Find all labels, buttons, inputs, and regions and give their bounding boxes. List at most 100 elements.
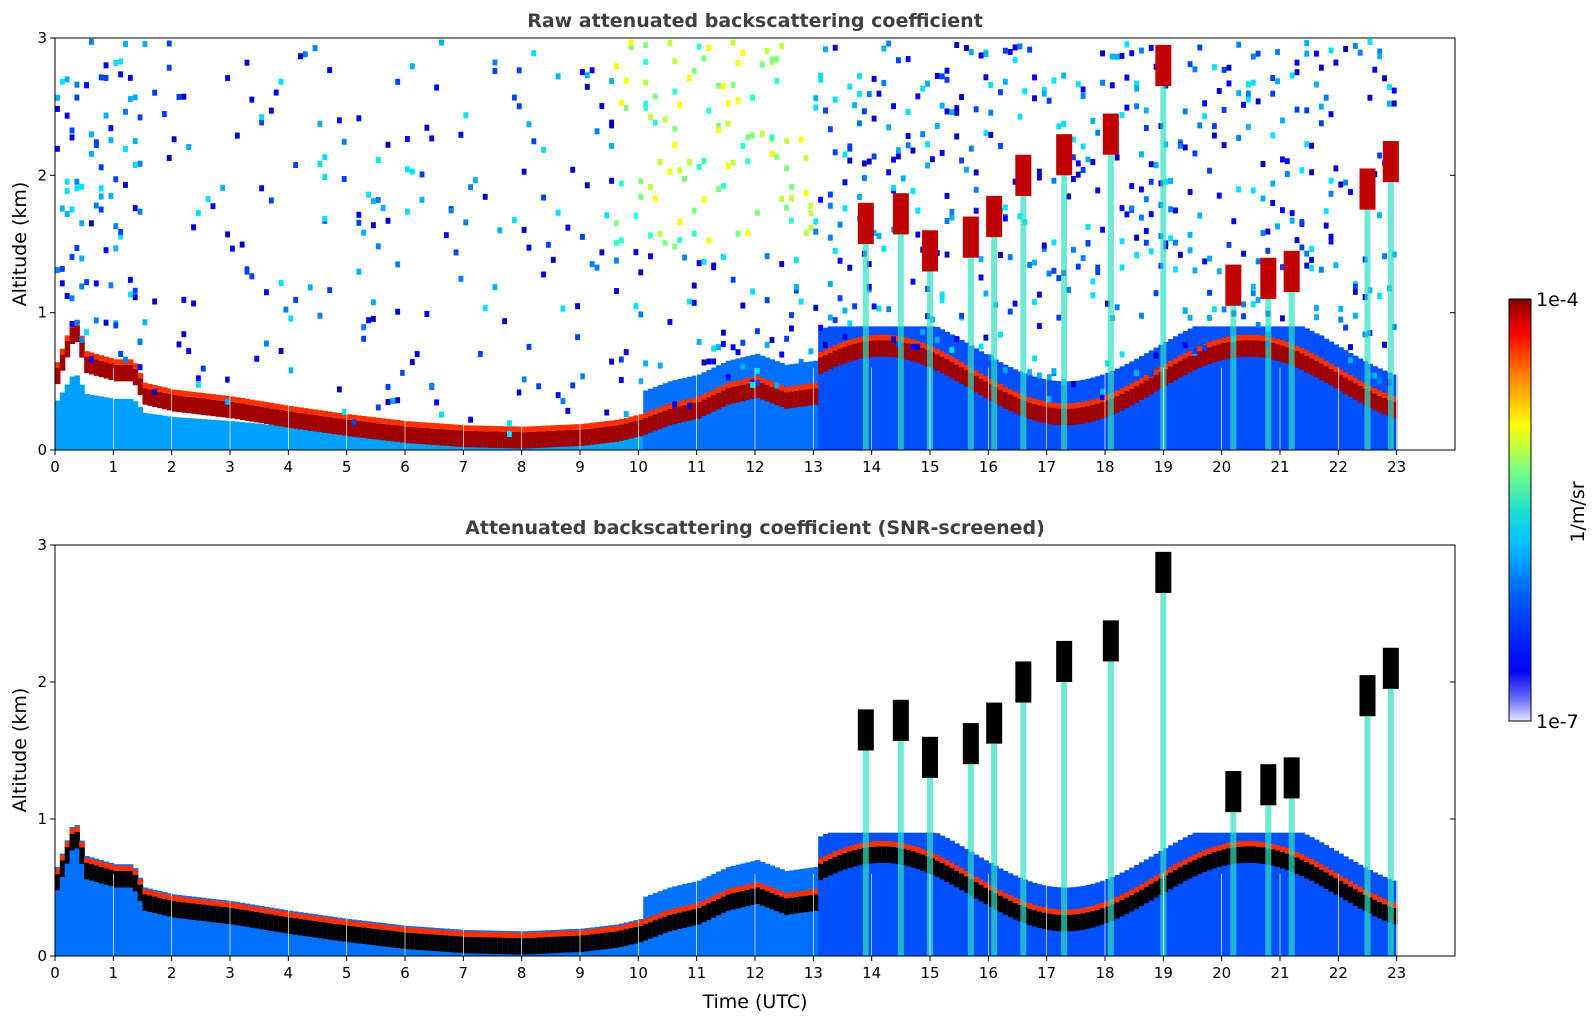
noise-pixel <box>366 191 371 198</box>
precip-streak <box>862 750 869 956</box>
aerosol-layer-edge <box>1260 335 1267 342</box>
noise-pixel <box>633 303 639 310</box>
noise-pixel <box>944 217 950 224</box>
bl-column <box>1294 326 1301 450</box>
noise-pixel <box>978 52 984 59</box>
aerosol-layer-edge <box>628 922 635 929</box>
noise-pixel <box>103 74 109 81</box>
noise-pixel <box>370 222 376 229</box>
aerosol-layer <box>123 871 129 888</box>
bl-column <box>273 908 280 956</box>
noise-pixel <box>842 205 848 212</box>
aerosol-layer <box>891 340 897 358</box>
aerosol-layer <box>395 425 401 442</box>
noise-pixel <box>477 350 483 357</box>
aerosol-layer <box>463 936 469 954</box>
noise-pixel <box>1002 78 1008 85</box>
aerosol-layer <box>1173 869 1179 887</box>
noise-pixel <box>1153 162 1159 169</box>
bl-column <box>64 840 71 956</box>
cloud-patch <box>986 702 1003 744</box>
bl-column <box>336 431 343 450</box>
bl-column <box>69 376 76 450</box>
x-tick-label: 18 <box>1095 964 1114 982</box>
aerosol-layer <box>351 420 357 437</box>
aerosol-layer-edge <box>944 353 951 360</box>
noise-pixel <box>560 305 566 312</box>
noise-pixel <box>1338 316 1344 323</box>
aerosol-layer-edge <box>1255 335 1262 341</box>
noise-pixel <box>152 89 158 96</box>
aerosol-layer <box>1192 353 1198 371</box>
colorbar-gradient <box>1508 298 1532 722</box>
noise-pixel <box>648 253 653 260</box>
noise-pixel <box>1153 352 1159 359</box>
noise-pixel <box>356 219 362 226</box>
noise-pixel <box>789 217 794 224</box>
bl-column <box>171 417 178 450</box>
noise-pixel <box>614 220 619 227</box>
precip-streak <box>897 234 904 450</box>
noise-pixel <box>390 397 396 404</box>
aerosol-layer <box>614 931 620 948</box>
aerosol-layer <box>881 340 887 357</box>
noise-pixel <box>1148 178 1154 185</box>
noise-pixel <box>1270 180 1276 187</box>
aerosol-layer <box>633 420 639 438</box>
bl-column <box>127 864 134 956</box>
aerosol-layer <box>764 891 771 908</box>
x-tick-label: 12 <box>745 458 764 476</box>
bl-column <box>847 326 853 450</box>
aerosol-layer-edge <box>526 426 532 432</box>
aerosol-layer-edge <box>852 844 858 851</box>
noise-pixel <box>79 336 85 343</box>
noise-pixel <box>1129 205 1135 212</box>
bl-column <box>1216 326 1223 450</box>
aerosol-layer-edge <box>682 399 688 406</box>
noise-pixel <box>891 103 896 110</box>
noise-pixel <box>278 280 284 287</box>
aerosol-layer <box>1143 886 1150 904</box>
aerosol-layer <box>225 907 231 924</box>
noise-pixel <box>915 343 921 350</box>
aerosol-layer-edge <box>944 860 951 866</box>
noise-pixel <box>720 329 726 336</box>
aerosol-layer-edge <box>735 380 742 386</box>
noise-pixel <box>701 359 707 366</box>
aerosol-layer <box>341 419 348 436</box>
noise-pixel <box>609 119 615 126</box>
aerosol-layer-edge <box>881 334 887 341</box>
noise-pixel <box>745 158 751 165</box>
noise-pixel <box>1372 372 1378 379</box>
aerosol-layer-edge <box>764 379 771 385</box>
bl-column <box>939 329 946 450</box>
aerosol-layer <box>1216 344 1223 361</box>
precip-streak <box>1230 812 1237 956</box>
noise-pixel <box>1245 90 1251 97</box>
noise-pixel <box>414 351 420 358</box>
aerosol-layer <box>1139 889 1145 907</box>
aerosol-layer-edge <box>706 391 712 398</box>
cloud-patch <box>1260 764 1277 806</box>
aerosol-layer-edge <box>424 928 430 935</box>
noise-pixel <box>691 230 697 237</box>
bl-column <box>166 416 173 450</box>
noise-pixel <box>1241 301 1246 308</box>
aerosol-layer-edge <box>837 343 844 349</box>
aerosol-layer-edge <box>1318 864 1325 870</box>
aerosol-layer <box>628 422 635 439</box>
aerosol-layer <box>1377 395 1383 413</box>
bl-column <box>1318 842 1325 956</box>
aerosol-layer <box>575 935 581 953</box>
aerosol-layer-edge <box>604 927 610 933</box>
aerosol-layer-edge <box>1216 338 1223 345</box>
aerosol-layer-edge <box>516 932 523 939</box>
noise-pixel <box>541 271 546 278</box>
aerosol-layer <box>1095 909 1101 927</box>
noise-pixel <box>225 398 230 405</box>
aerosol-layer <box>1012 902 1019 920</box>
aerosol-layer-edge <box>103 356 110 363</box>
aerosol-layer-edge <box>1080 907 1087 914</box>
bl-column <box>881 832 887 956</box>
bl-column <box>1260 832 1267 956</box>
